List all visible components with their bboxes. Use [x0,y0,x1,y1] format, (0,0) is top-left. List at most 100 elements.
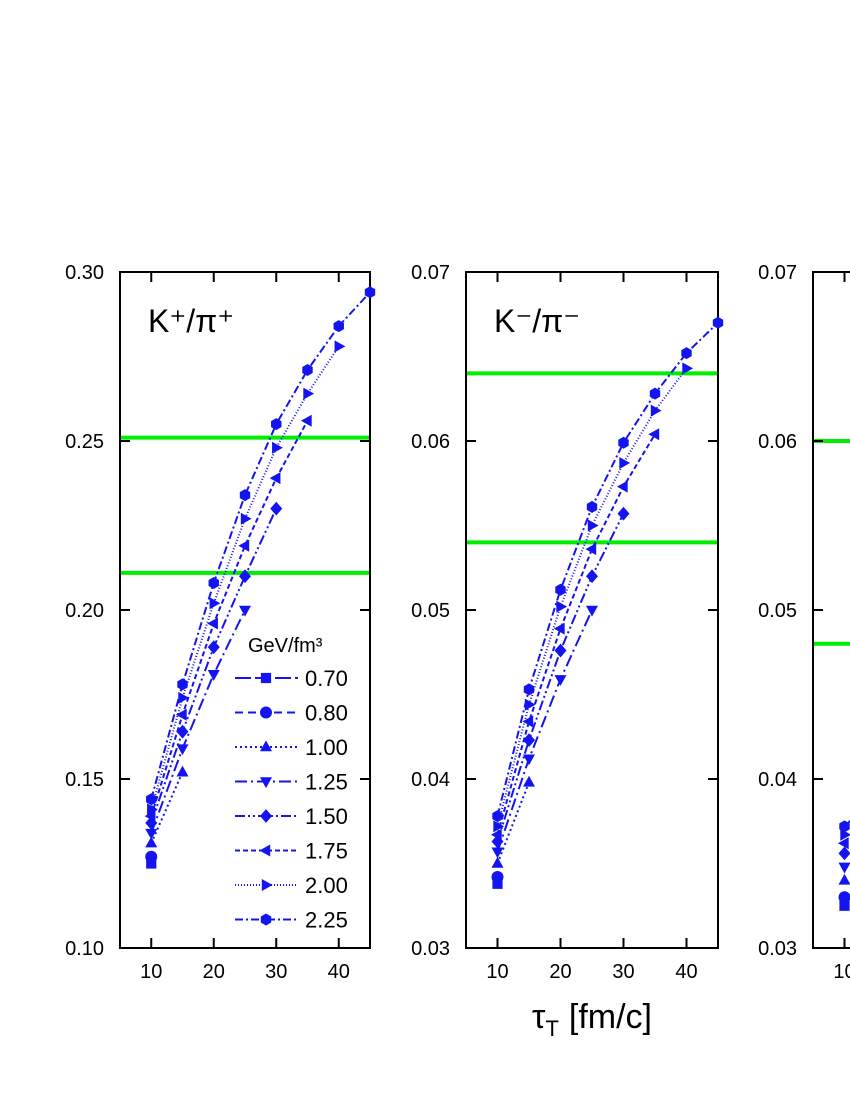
marker [617,506,630,521]
series-line [150,508,278,824]
marker [523,754,535,766]
marker [838,891,850,904]
legend-label: 1.50 [305,804,348,829]
marker [553,622,565,635]
marker [302,364,313,377]
marker [839,820,850,833]
series-line [150,609,246,834]
marker [648,428,660,441]
marker [270,501,283,516]
marker [145,850,158,863]
marker [618,436,629,449]
marker [239,489,251,502]
marker [587,519,599,532]
marker [838,862,850,874]
marker [147,803,158,816]
marker [649,387,661,400]
marker [259,844,271,857]
marker [260,777,272,789]
marker [208,576,219,589]
marker [364,286,376,299]
marker [493,820,505,833]
series-line [496,321,719,817]
series-line [150,420,309,817]
marker [334,340,346,353]
marker [176,765,189,777]
marker [272,441,283,454]
marker [616,480,628,493]
marker [524,698,536,711]
y-tick-label: 0.15 [65,769,104,791]
marker [260,809,272,823]
marker [586,569,598,584]
marker [178,691,190,704]
marker [586,605,598,617]
marker [176,724,189,739]
legend-label: 1.75 [305,839,348,864]
y-tick-label: 0.20 [65,600,104,622]
marker [146,793,157,806]
x-tick-label: 10 [486,961,508,983]
marker [177,678,188,691]
x-tick-label: 30 [265,961,287,983]
marker [681,347,692,360]
y-tick-label: 0.10 [65,938,104,960]
marker [300,414,312,427]
marker [145,836,158,848]
legend-label: 0.70 [305,666,348,691]
marker [492,810,503,823]
marker [650,404,662,417]
marker [491,847,504,859]
x-tick-label: 10 [833,961,850,983]
x-tick-label: 40 [675,961,697,983]
x-tick-label: 40 [328,961,350,983]
marker [619,456,631,469]
y-tick-label: 0.03 [411,938,450,960]
y-tick-label: 0.07 [758,262,797,284]
marker [490,828,502,841]
y-tick-label: 0.06 [411,431,450,453]
marker [240,512,252,525]
y-tick-label: 0.05 [411,600,450,622]
y-tick-label: 0.06 [758,431,797,453]
series-line [496,433,656,836]
series-line [496,609,593,852]
marker [260,672,272,684]
marker [261,879,273,891]
y-tick-label: 0.04 [411,769,450,791]
marker [271,418,282,431]
marker [239,605,251,617]
y-tick-label: 0.30 [65,262,104,284]
x-axis-label-unit: [fm/c] [569,998,652,1036]
marker [491,856,504,868]
marker [682,362,694,375]
marker [554,675,567,686]
marker [523,775,535,787]
marker [491,871,504,884]
marker [712,316,724,329]
marker [522,715,534,728]
y-tick-label: 0.07 [411,262,450,284]
marker [838,846,850,861]
legend-label: 0.80 [305,701,348,726]
marker [556,600,568,613]
marker [840,828,850,841]
marker [239,569,251,584]
legend: GeV/fm³ 0.70 0.80 1.00 1.25 1.50 1.75 2.00 2.25 [235,635,348,933]
marker [838,873,850,885]
legend-label: 2.00 [305,873,348,898]
series-line [150,291,371,800]
marker [492,878,503,889]
marker [207,670,220,681]
marker [238,539,250,552]
y-tick-label: 0.25 [65,431,104,453]
y-tick-label: 0.04 [758,769,797,791]
legend-label: 2.25 [305,908,348,933]
marker [303,387,315,400]
series-line [496,513,625,842]
marker [585,543,597,556]
marker [145,828,158,840]
y-tick-label: 0.05 [758,600,797,622]
